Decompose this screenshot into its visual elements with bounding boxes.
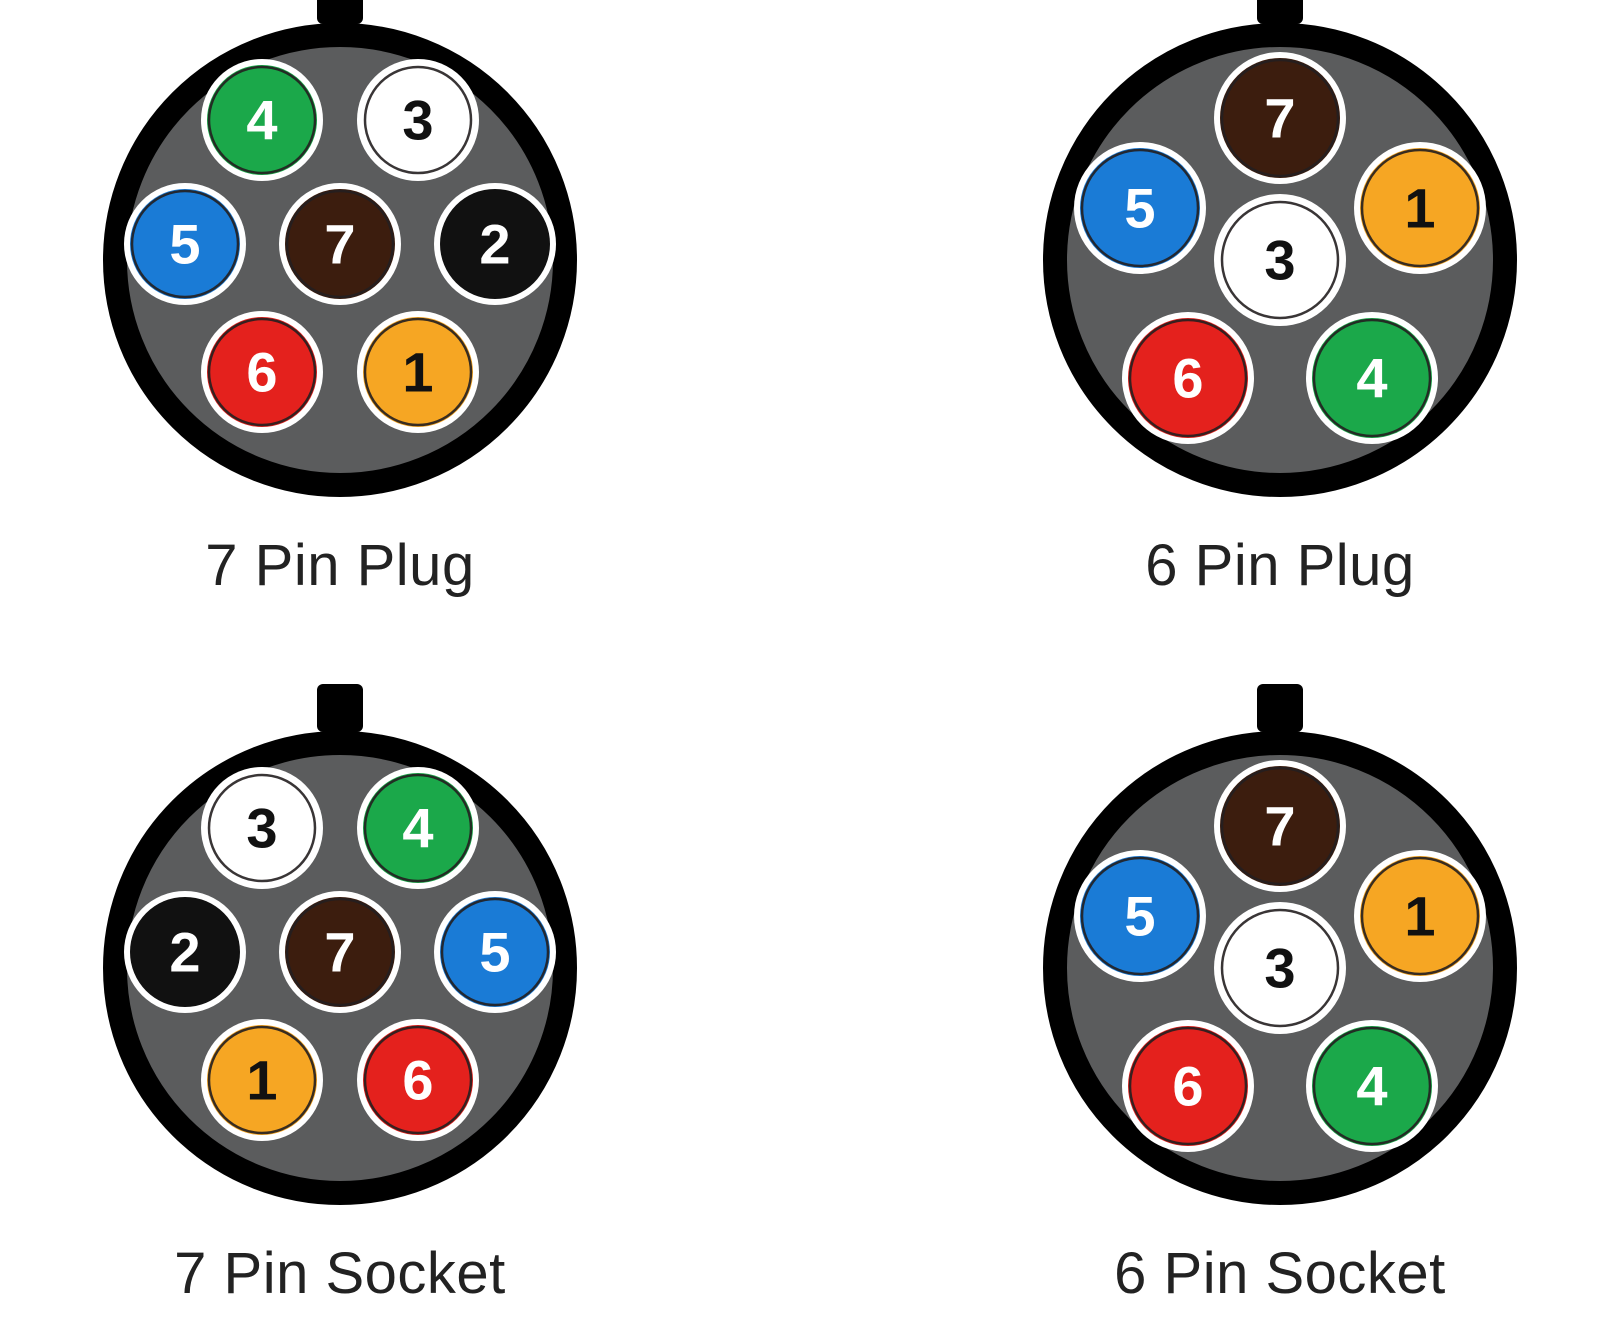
pin-5-label: 5 — [479, 920, 510, 983]
cell-6pin-plug: 7 5 1 36 4 6 Pin Plug — [800, 0, 1600, 668]
cell-7pin-socket: 3 4 2 7 5 1 6 7 Pin Socket — [0, 668, 800, 1335]
seven-pin-plug-caption: 7 Pin Plug — [205, 532, 474, 599]
pin-5-label: 5 — [1124, 177, 1155, 240]
cell-7pin-plug: 4 3 5 7 2 6 1 7 Pin Plug — [0, 0, 800, 668]
pin-4-label: 4 — [1356, 347, 1387, 410]
pin-1-label: 1 — [402, 341, 433, 404]
pin-1-label: 1 — [246, 1048, 277, 1111]
pin-3-label: 3 — [1264, 229, 1295, 292]
pin-1-label: 1 — [1404, 177, 1435, 240]
six-pin-socket: 7 5 1 36 4 — [1026, 678, 1534, 1222]
six-pin-socket-svg: 7 5 1 36 4 — [1026, 678, 1534, 1222]
diagram-grid: 43572617 Pin Plug 7513646 Pin Plug 34275… — [0, 0, 1600, 1335]
seven-pin-socket-svg: 3 4 2 7 5 1 6 — [86, 678, 594, 1222]
pin-5-label: 5 — [169, 213, 200, 276]
seven-pin-plug: 4 3 5 7 2 6 1 — [86, 0, 594, 514]
six-pin-plug-svg: 7 5 1 36 4 — [1026, 0, 1534, 514]
pin-4-label: 4 — [402, 796, 433, 859]
six-pin-plug-caption: 6 Pin Plug — [1145, 532, 1414, 599]
connector-notch — [1257, 684, 1303, 732]
pin-7-label: 7 — [1264, 794, 1295, 857]
seven-pin-plug-svg: 4 3 5 7 2 6 1 — [86, 0, 594, 514]
pin-6-label: 6 — [1172, 1054, 1203, 1117]
cell-6pin-socket: 7 5 1 36 4 6 Pin Socket — [800, 668, 1600, 1335]
seven-pin-socket: 3 4 2 7 5 1 6 — [86, 678, 594, 1222]
pin-7-label: 7 — [324, 920, 355, 983]
pin-2-label: 2 — [169, 920, 200, 983]
pin-7-label: 7 — [1264, 87, 1295, 150]
seven-pin-socket-caption: 7 Pin Socket — [174, 1240, 506, 1307]
connector-notch — [1257, 0, 1303, 24]
pin-3-label: 3 — [246, 796, 277, 859]
connector-notch — [317, 0, 363, 24]
pin-3-label: 3 — [402, 89, 433, 152]
pin-4-label: 4 — [1356, 1054, 1387, 1117]
connector-notch — [317, 684, 363, 732]
pin-6-label: 6 — [402, 1048, 433, 1111]
pin-3-label: 3 — [1264, 936, 1295, 999]
pin-4-label: 4 — [246, 89, 277, 152]
pin-6-label: 6 — [246, 341, 277, 404]
six-pin-socket-caption: 6 Pin Socket — [1114, 1240, 1446, 1307]
pin-7-label: 7 — [324, 213, 355, 276]
six-pin-plug: 7 5 1 36 4 — [1026, 0, 1534, 514]
pin-2-label: 2 — [479, 213, 510, 276]
pin-6-label: 6 — [1172, 347, 1203, 410]
pin-5-label: 5 — [1124, 884, 1155, 947]
pin-1-label: 1 — [1404, 884, 1435, 947]
